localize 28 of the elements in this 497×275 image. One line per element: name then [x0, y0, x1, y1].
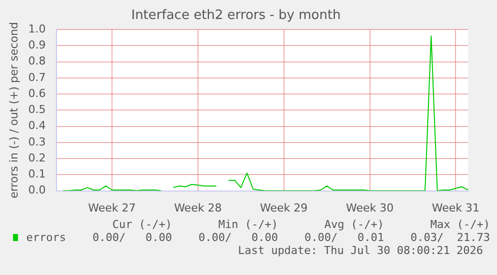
text: Max (-/+)	[429, 218, 490, 231]
text: Cur (-/+)	[111, 218, 172, 231]
y-tick-label: 1.0	[28, 22, 46, 36]
x-tick-label: Week 31	[432, 201, 480, 214]
x-tick-label: Week 28	[174, 201, 222, 214]
text: Min (-/+)	[217, 218, 278, 231]
y-tick-label: 0.8	[28, 54, 46, 68]
x-tick-label: Week 27	[88, 201, 136, 214]
y-tick-label: 0.6	[28, 86, 46, 100]
text: Avg (-/+)	[323, 218, 384, 231]
text: 0.00/ 0.00	[92, 231, 172, 244]
text: 0.00/ 0.00	[198, 231, 278, 244]
y-tick-label: 0.4	[28, 119, 46, 132]
y-tick-label: 0.2	[28, 151, 46, 164]
y-tick-label: 0.3	[28, 135, 46, 148]
text: Last update: Thu Jul 30 08:00:21 2026	[236, 244, 484, 257]
y-tick-label: 0.0	[28, 184, 46, 197]
y-tick-label: 0.9	[28, 38, 46, 52]
text: 0.00/ 0.01	[304, 231, 384, 244]
y-axis-title: errors in (-) / out (+) per second	[7, 22, 20, 198]
y-tick-label: 0.5	[28, 103, 46, 116]
x-tick-label: Week 30	[346, 201, 394, 214]
text: 0.03/ 21.73	[410, 231, 490, 244]
x-tick-label: Week 29	[260, 201, 308, 214]
y-tick-label: 0.7	[28, 70, 46, 84]
chart-title: Interface eth2 errors - by month	[131, 8, 341, 24]
legend-label: errors	[26, 231, 66, 244]
y-tick-label: 0.1	[28, 168, 46, 181]
